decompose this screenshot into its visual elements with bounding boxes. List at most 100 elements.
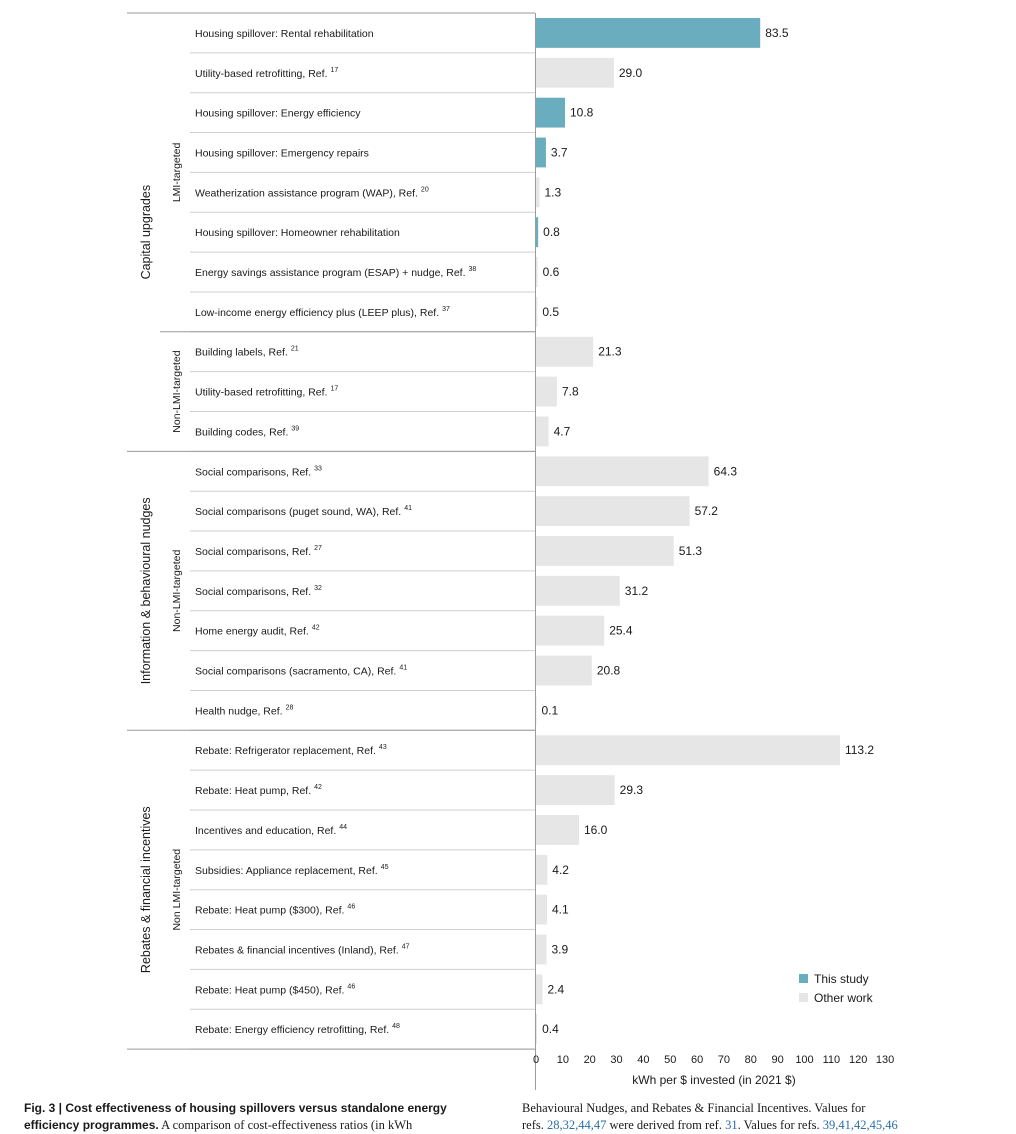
subgroup-label: Non-LMI-targeted	[171, 550, 183, 632]
bar-category-label: Housing spillover: Rental rehabilitation	[195, 28, 374, 40]
legend-label: Other work	[814, 991, 874, 1005]
bar-value-label: 0.5	[542, 305, 559, 319]
caption-ref-link[interactable]: 39,41,42,45,46	[822, 1118, 898, 1132]
bar	[536, 496, 690, 527]
legend-label: This study	[814, 972, 869, 986]
bar-category-label: Rebate: Heat pump, Ref. 42	[195, 784, 322, 797]
bar-value-label: 3.7	[551, 145, 568, 159]
bar-category-label: Health nudge, Ref. 28	[195, 704, 293, 717]
caption-ref-link[interactable]: 28,32,44,47	[547, 1118, 607, 1132]
bar-value-label: 10.8	[570, 106, 594, 120]
x-tick-label: 40	[637, 1054, 649, 1066]
x-tick-label: 30	[610, 1054, 622, 1066]
bar-category-label: Social comparisons, Ref. 27	[195, 545, 322, 558]
bar-category-label: Rebates & financial incentives (Inland),…	[195, 943, 410, 956]
bar-value-label: 57.2	[695, 504, 719, 518]
bar-value-label: 83.5	[765, 26, 789, 40]
x-tick-label: 90	[772, 1054, 784, 1066]
bar	[536, 615, 605, 646]
bar	[536, 695, 537, 726]
reference-superscript: 44	[339, 824, 347, 831]
bar	[536, 217, 539, 248]
reference-superscript: 21	[291, 346, 299, 353]
bar-category-label: Utility-based retrofitting, Ref. 17	[195, 386, 338, 399]
caption-title: Fig. 3 | Cost effectiveness of housing s…	[24, 1101, 447, 1132]
bar-category-label: Housing spillover: Homeowner rehabilitat…	[195, 227, 400, 239]
bar-value-label: 64.3	[714, 464, 738, 478]
bar-chart: 83.5 Housing spillover: Rental rehabilita…	[127, 12, 894, 1090]
x-tick-label: 100	[795, 1054, 813, 1066]
bar-category-label: Social comparisons, Ref. 33	[195, 465, 322, 478]
subgroup-label: Non-LMI-targeted	[171, 350, 183, 432]
bar	[536, 57, 614, 88]
bar-category-label: Housing spillover: Energy efficiency	[195, 108, 361, 120]
bar	[536, 934, 547, 965]
bar-category-label: Weatherization assistance program (WAP),…	[195, 186, 429, 199]
group-label: Rebates & financial incentives	[139, 806, 153, 973]
bar-value-label: 0.4	[542, 1022, 559, 1036]
reference-superscript: 17	[330, 67, 338, 74]
x-tick-label: 70	[718, 1054, 730, 1066]
bar-value-label: 29.0	[619, 66, 643, 80]
caption-ref-link[interactable]: 31	[725, 1118, 738, 1132]
bar-category-label: Social comparisons, Ref. 32	[195, 585, 322, 598]
bar-category-label: Rebate: Heat pump ($300), Ref. 46	[195, 904, 355, 917]
reference-superscript: 17	[330, 386, 338, 393]
x-tick-label: 0	[533, 1054, 539, 1066]
reference-superscript: 28	[286, 704, 294, 711]
bar	[536, 735, 840, 766]
bar	[536, 137, 546, 168]
subgroup-label: LMI-targeted	[171, 142, 183, 202]
bar	[536, 575, 620, 606]
x-tick-label: 10	[557, 1054, 569, 1066]
bar-category-label: Energy savings assistance program (ESAP)…	[195, 266, 476, 279]
group-label: Information & behavioural nudges	[139, 497, 153, 684]
bar	[536, 336, 594, 367]
reference-superscript: 27	[314, 545, 322, 552]
bar-value-label: 25.4	[609, 624, 633, 638]
reference-superscript: 39	[291, 425, 299, 432]
caption-text: A comparison of cost-effectiveness ratio…	[158, 1118, 413, 1132]
subgroup-label: Non LMI-targeted	[171, 849, 183, 931]
bar-category-label: Incentives and education, Ref. 44	[195, 824, 347, 837]
reference-superscript: 38	[469, 266, 477, 273]
figure-caption-left: Fig. 3 | Cost effectiveness of housing s…	[24, 1100, 494, 1134]
reference-superscript: 48	[392, 1023, 400, 1030]
bar-category-label: Rebate: Energy efficiency retrofitting, …	[195, 1023, 400, 1036]
x-tick-label: 60	[691, 1054, 703, 1066]
bar	[536, 854, 548, 885]
x-axis-label: kWh per $ invested (in 2021 $)	[632, 1073, 795, 1087]
bar-value-label: 2.4	[547, 982, 564, 996]
bar-category-label: Building labels, Ref. 21	[195, 346, 299, 359]
caption-text: were derived from ref.	[606, 1118, 726, 1132]
bar	[536, 1014, 538, 1045]
legend-swatch	[799, 974, 808, 983]
reference-superscript: 41	[404, 505, 412, 512]
bar	[536, 655, 592, 686]
reference-superscript: 46	[347, 983, 355, 990]
caption-text: refs.	[522, 1118, 547, 1132]
bar-value-label: 4.7	[554, 424, 571, 438]
bar-category-label: Building codes, Ref. 39	[195, 425, 299, 438]
reference-superscript: 20	[421, 186, 429, 193]
figure-caption-right: Behavioural Nudges, and Rebates & Financ…	[522, 1100, 992, 1134]
reference-superscript: 32	[314, 585, 322, 592]
bar-value-label: 4.1	[552, 903, 569, 917]
bar	[536, 775, 615, 805]
bar-category-label: Housing spillover: Emergency repairs	[195, 147, 369, 159]
group-label: Capital upgrades	[139, 185, 153, 280]
bar-category-label: Subsidies: Appliance replacement, Ref. 45	[195, 864, 389, 877]
bar	[536, 257, 538, 287]
x-tick-label: 110	[823, 1054, 841, 1066]
bar-category-label: Low-income energy efficiency plus (LEEP …	[195, 306, 450, 319]
bar	[536, 815, 579, 845]
reference-superscript: 43	[379, 744, 387, 751]
bar-value-label: 29.3	[620, 783, 644, 797]
bar	[536, 177, 540, 208]
bar	[536, 456, 709, 487]
bar-value-label: 21.3	[598, 345, 622, 359]
x-tick-label: 80	[745, 1054, 757, 1066]
reference-superscript: 46	[347, 904, 355, 911]
bar	[536, 894, 548, 925]
caption-text: . Values for refs.	[737, 1118, 823, 1132]
